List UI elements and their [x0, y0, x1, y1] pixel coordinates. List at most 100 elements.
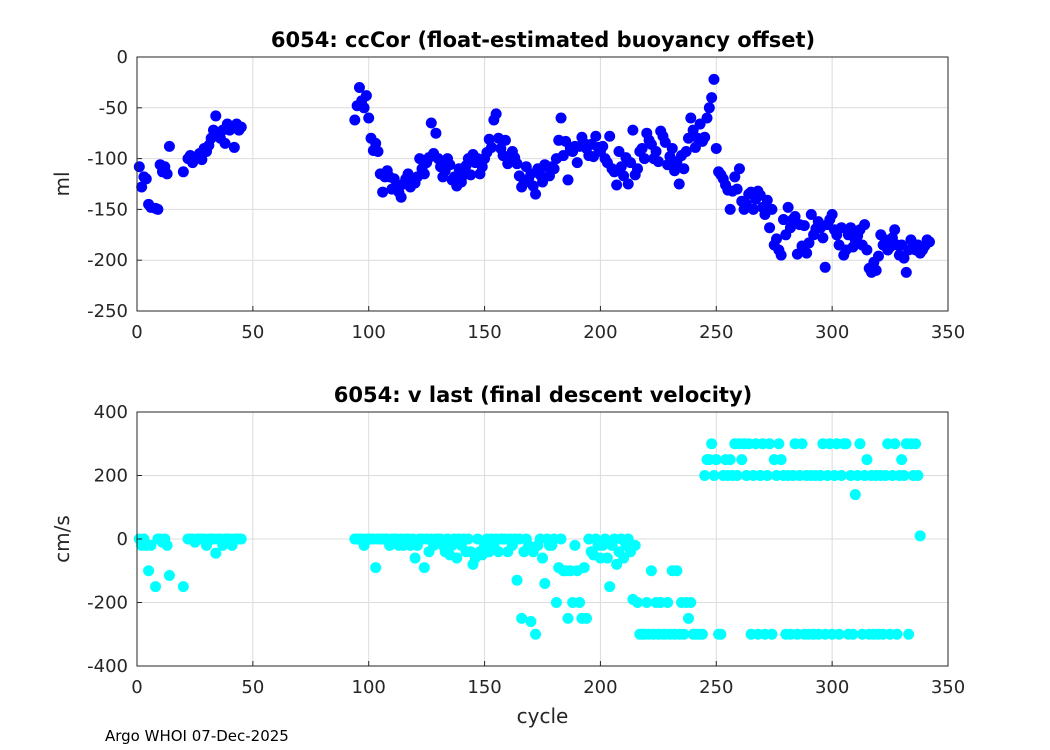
- data-point: [912, 470, 924, 481]
- data-point: [629, 539, 641, 551]
- data-point: [377, 186, 389, 198]
- data-point: [826, 208, 838, 220]
- data-point: [578, 562, 590, 574]
- data-point: [636, 142, 648, 154]
- data-point: [791, 248, 803, 260]
- data-point: [136, 181, 148, 193]
- y-tick-labels: -400 -200 0 200 400: [87, 402, 142, 677]
- x-tick-label: 250: [699, 677, 733, 698]
- data-point: [729, 171, 741, 183]
- data-point: [891, 628, 903, 640]
- data-point: [574, 597, 586, 608]
- data-point: [641, 597, 653, 608]
- data-point: [645, 565, 657, 577]
- data-point: [854, 438, 866, 450]
- data-point: [731, 183, 743, 195]
- data-point: [833, 628, 845, 640]
- data-point: [409, 552, 421, 564]
- data-point: [859, 219, 871, 231]
- x-tick-label: 100: [352, 677, 386, 698]
- data-point: [604, 130, 616, 142]
- y-tick-label: 200: [94, 466, 128, 487]
- data-point: [525, 616, 537, 628]
- data-point: [896, 454, 908, 466]
- data-point: [889, 224, 901, 236]
- y-tick-label: -200: [87, 593, 128, 614]
- data-point: [703, 102, 715, 114]
- data-point: [775, 249, 787, 261]
- data-point: [627, 124, 639, 136]
- data-point: [418, 168, 430, 180]
- data-point: [801, 247, 813, 259]
- data-point: [539, 577, 551, 589]
- data-point: [766, 203, 778, 215]
- data-point: [611, 179, 623, 191]
- data-point: [161, 168, 173, 180]
- y-tick-labels: -250 -200 -150 -100 -50 0: [87, 47, 142, 322]
- data-points: [133, 438, 926, 640]
- data-point: [235, 121, 247, 133]
- data-point: [604, 581, 616, 593]
- data-point: [472, 533, 484, 545]
- data-point: [599, 533, 611, 545]
- data-point: [701, 112, 713, 124]
- data-point: [465, 169, 477, 181]
- data-point: [228, 141, 240, 153]
- data-point: [571, 157, 583, 169]
- data-point: [618, 170, 630, 182]
- y-tick-label: 0: [117, 529, 128, 550]
- data-point: [363, 112, 375, 124]
- x-tick-labels: 0 50 100 150 200 250 300 350: [131, 306, 965, 343]
- data-point: [511, 574, 523, 586]
- x-tick-label: 300: [815, 677, 849, 698]
- data-point: [395, 191, 407, 203]
- data-point: [724, 454, 736, 466]
- descent-velocity-plot: 6054: v last (final descent velocity) 0 5…: [50, 383, 965, 728]
- x-tick-label: 0: [131, 322, 142, 343]
- data-point: [764, 222, 776, 234]
- data-point: [819, 261, 831, 273]
- data-point: [562, 612, 574, 624]
- data-point: [145, 539, 157, 551]
- data-point: [710, 142, 722, 154]
- data-point: [650, 145, 662, 157]
- buoyancy-offset-plot: 6054: ccCor (float-estimated buoyancy of…: [50, 28, 965, 343]
- data-point: [530, 188, 542, 200]
- data-point: [903, 628, 915, 640]
- plot-title: 6054: ccCor (float-estimated buoyancy of…: [271, 28, 815, 52]
- data-point: [161, 539, 173, 551]
- data-point: [632, 597, 644, 608]
- data-point: [861, 454, 873, 466]
- data-point: [548, 163, 560, 175]
- data-point: [235, 533, 247, 545]
- data-point: [747, 203, 759, 215]
- data-point: [163, 570, 175, 582]
- data-point: [652, 156, 664, 168]
- data-point: [710, 454, 722, 466]
- data-point: [618, 552, 630, 564]
- data-point: [699, 131, 711, 143]
- y-tick-label: -400: [87, 656, 128, 677]
- data-point: [898, 252, 910, 264]
- x-tick-label: 250: [699, 322, 733, 343]
- footer-credit: Argo WHOI 07-Dec-2025: [105, 727, 289, 745]
- data-point: [761, 470, 773, 481]
- data-point: [499, 134, 511, 146]
- axes-frame: [136, 56, 949, 312]
- data-point: [682, 132, 694, 144]
- data-point: [715, 628, 727, 640]
- data-point: [177, 581, 189, 593]
- data-point: [796, 438, 808, 450]
- x-tick-label: 50: [241, 677, 264, 698]
- y-tick-label: 400: [94, 402, 128, 423]
- data-point: [451, 552, 463, 564]
- data-point: [152, 203, 164, 215]
- data-point: [673, 178, 685, 190]
- data-point: [150, 581, 162, 593]
- data-point: [847, 628, 859, 640]
- data-point: [685, 597, 697, 608]
- data-point: [798, 220, 810, 232]
- data-point: [177, 166, 189, 178]
- data-point: [590, 130, 602, 142]
